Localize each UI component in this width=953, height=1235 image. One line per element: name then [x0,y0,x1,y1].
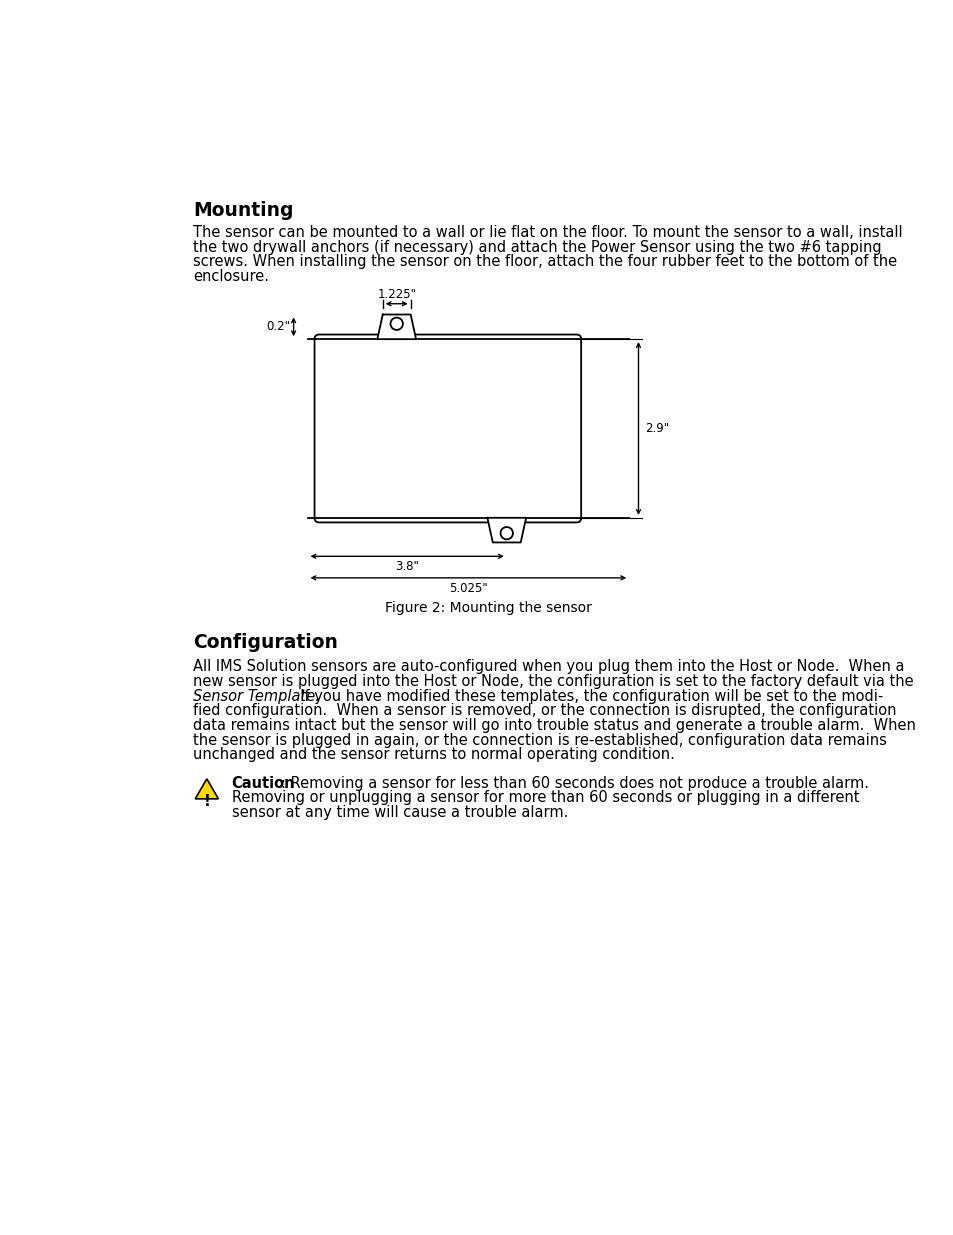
Text: 0.2": 0.2" [266,320,291,333]
Text: data remains intact but the sensor will go into trouble status and generate a tr: data remains intact but the sensor will … [193,718,915,734]
Circle shape [390,317,402,330]
Text: If you have modified these templates, the configuration will be set to the modi-: If you have modified these templates, th… [291,689,882,704]
Text: Configuration: Configuration [193,634,337,652]
FancyBboxPatch shape [314,335,580,522]
Text: sensor at any time will cause a trouble alarm.: sensor at any time will cause a trouble … [232,805,567,820]
Text: All IMS Solution sensors are auto-configured when you plug them into the Host or: All IMS Solution sensors are auto-config… [193,659,903,674]
Text: !: ! [203,794,210,809]
Text: Sensor Template.: Sensor Template. [193,689,319,704]
Polygon shape [487,517,525,542]
Text: enclosure.: enclosure. [193,269,269,284]
Circle shape [500,527,513,540]
Text: 1.225": 1.225" [376,289,416,301]
Polygon shape [377,315,416,340]
Text: : Removing a sensor for less than 60 seconds does not produce a trouble alarm.: : Removing a sensor for less than 60 sec… [280,776,868,790]
Text: Removing or unplugging a sensor for more than 60 seconds or plugging in a differ: Removing or unplugging a sensor for more… [232,790,859,805]
Text: the two drywall anchors (if necessary) and attach the Power Sensor using the two: the two drywall anchors (if necessary) a… [193,240,881,254]
Text: 2.9": 2.9" [644,422,668,435]
Text: fied configuration.  When a sensor is removed, or the connection is disrupted, t: fied configuration. When a sensor is rem… [193,704,896,719]
Text: the sensor is plugged in again, or the connection is re-established, configurati: the sensor is plugged in again, or the c… [193,732,886,747]
Text: screws. When installing the sensor on the floor, attach the four rubber feet to : screws. When installing the sensor on th… [193,254,896,269]
Text: 3.8": 3.8" [395,561,418,573]
Text: unchanged and the sensor returns to normal operating condition.: unchanged and the sensor returns to norm… [193,747,674,762]
Polygon shape [195,779,218,799]
Text: new sensor is plugged into the Host or Node, the configuration is set to the fac: new sensor is plugged into the Host or N… [193,674,913,689]
Text: Caution: Caution [232,776,294,790]
Text: Mounting: Mounting [193,200,294,220]
Text: 5.025": 5.025" [449,582,487,595]
Text: The sensor can be mounted to a wall or lie flat on the floor. To mount the senso: The sensor can be mounted to a wall or l… [193,225,902,240]
Text: Figure 2: Mounting the sensor: Figure 2: Mounting the sensor [385,601,592,615]
